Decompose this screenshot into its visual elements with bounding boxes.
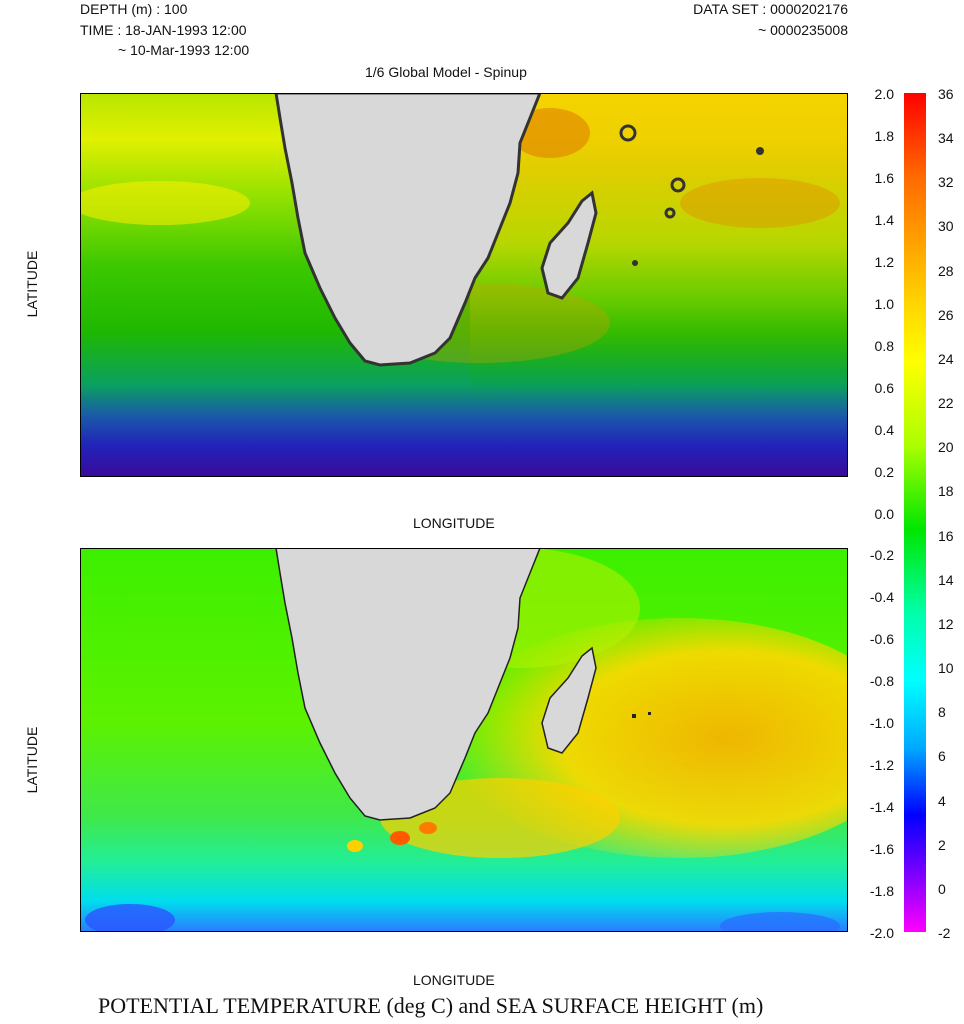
island-outline xyxy=(632,714,636,718)
ssh-tick-label: -0.8 xyxy=(869,673,894,690)
temperature-map xyxy=(80,93,848,477)
temperature-tick-label: 16 xyxy=(938,527,954,544)
temperature-tick-label: 12 xyxy=(938,615,954,632)
island-outline xyxy=(648,712,651,715)
temperature-tick-label: 0 xyxy=(938,880,946,897)
figure-title: POTENTIAL TEMPERATURE (deg C) and SEA SU… xyxy=(98,993,764,1018)
island-outline xyxy=(619,124,637,142)
temperature-tick-label: 10 xyxy=(938,660,954,677)
temperature-tick-label: 6 xyxy=(938,748,946,765)
time-range-start: TIME : 18-JAN-1993 12:00 xyxy=(80,22,247,38)
ssh-map xyxy=(80,548,848,932)
ssh-tick-label: 0.4 xyxy=(874,421,894,438)
temperature-tick-label: 30 xyxy=(938,218,954,235)
island-outline xyxy=(670,177,686,193)
color-bar xyxy=(904,93,926,932)
island-outline xyxy=(632,260,638,266)
ssh-tick-label: -1.4 xyxy=(869,799,894,816)
ssh-tick-label: 1.2 xyxy=(874,253,894,270)
depth-label: DEPTH (m) : 100 xyxy=(80,1,188,17)
ssh-tick-label: 0.2 xyxy=(874,463,894,480)
ssh-tick-label: -0.4 xyxy=(869,589,894,606)
ssh-tick-label: -1.0 xyxy=(869,715,894,732)
africa-landmass xyxy=(275,548,541,821)
temperature-map-panel xyxy=(80,93,848,477)
ssh-tick-label: 1.0 xyxy=(874,295,894,312)
temperature-tick-label: 4 xyxy=(938,792,946,809)
top-latitude-label: LATITUDE xyxy=(24,250,40,318)
temperature-tick-label: 32 xyxy=(938,174,954,191)
ssh-tick-label: 0.0 xyxy=(874,505,894,522)
ssh-tick-label: -1.2 xyxy=(869,757,894,774)
africa-landmass xyxy=(274,93,542,367)
ssh-eddy xyxy=(390,831,410,845)
warm-band-east xyxy=(680,178,840,228)
time-range-end: ~ 10-Mar-1993 12:00 xyxy=(118,42,250,58)
ssh-tick-label: -0.6 xyxy=(869,631,894,648)
ssh-low-southwest xyxy=(85,904,175,932)
ssh-tick-label: 1.6 xyxy=(874,169,894,186)
dataset-start: DATA SET : 0000202176 xyxy=(693,1,848,17)
temperature-tick-label: 18 xyxy=(938,483,954,500)
temperature-tick-label: 22 xyxy=(938,395,954,412)
temperature-tick-label: 34 xyxy=(938,130,954,147)
temperature-tick-label: 36 xyxy=(938,86,954,102)
madagascar-landmass xyxy=(540,190,598,300)
bottom-latitude-label: LATITUDE xyxy=(24,726,40,794)
ssh-low-southeast xyxy=(720,912,840,932)
ssh-eddy xyxy=(347,840,363,852)
temperature-tick-label: 14 xyxy=(938,571,954,588)
island-outline xyxy=(664,207,676,219)
temperature-tick-label: 24 xyxy=(938,350,954,367)
subtitle: 1/6 Global Model - Spinup xyxy=(365,64,527,80)
bottom-longitude-label: LONGITUDE xyxy=(413,972,495,988)
ssh-eddy xyxy=(419,822,437,834)
island-outline xyxy=(756,147,764,155)
ssh-map-panel xyxy=(80,548,848,932)
temperature-tick-label: 8 xyxy=(938,704,946,721)
ssh-tick-label: -0.2 xyxy=(869,547,894,564)
dataset-end: ~ 0000235008 xyxy=(758,22,848,38)
top-longitude-label: LONGITUDE xyxy=(413,515,495,531)
ssh-tick-label: -1.6 xyxy=(869,841,894,858)
temperature-tick-label: -2 xyxy=(938,925,951,941)
temperature-tick-label: 20 xyxy=(938,439,954,456)
ssh-tick-label: 2.0 xyxy=(874,86,894,102)
temperature-tick-label: 2 xyxy=(938,836,946,853)
ssh-tick-label: 1.4 xyxy=(874,211,894,228)
warm-band-west xyxy=(80,181,250,225)
ssh-tick-label: -2.0 xyxy=(869,925,894,941)
madagascar-landmass xyxy=(541,646,597,754)
ssh-tick-label: -1.8 xyxy=(869,883,894,900)
ssh-tick-label: 0.6 xyxy=(874,379,894,396)
temperature-tick-label: 26 xyxy=(938,306,954,323)
temperature-tick-label: 28 xyxy=(938,262,954,279)
ssh-tick-label: 0.8 xyxy=(874,337,894,354)
ssh-tick-label: 1.8 xyxy=(874,127,894,144)
